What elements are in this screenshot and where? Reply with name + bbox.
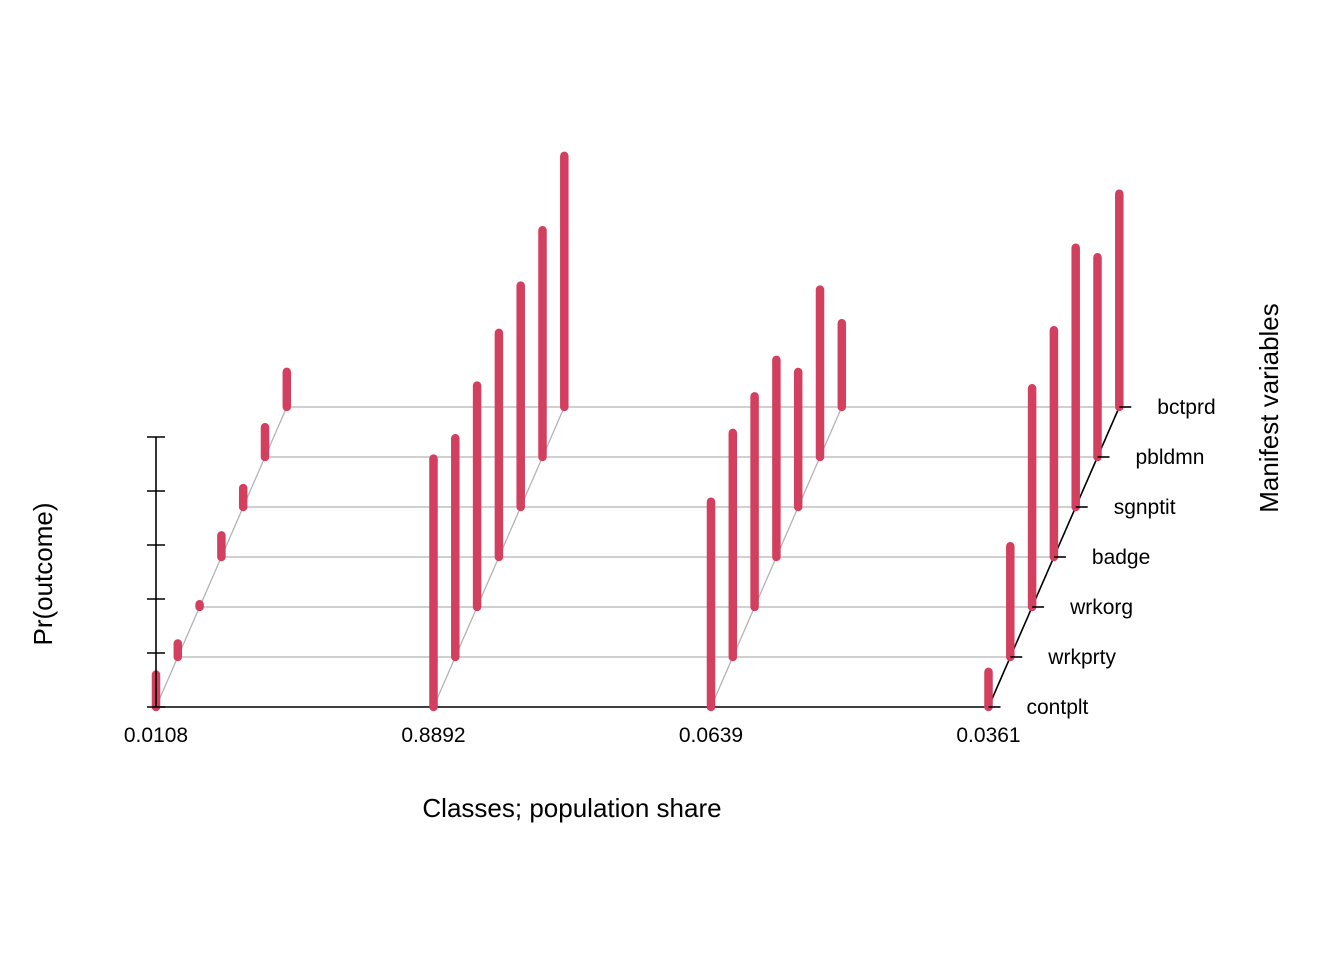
variable-label-wrkorg: wrkorg — [1069, 596, 1133, 619]
bars-layer — [151, 151, 1124, 712]
z-axis-title: Manifest variables — [1254, 303, 1284, 513]
grid-layer — [155, 406, 1121, 708]
variable-label-sgnptit: sgnptit — [1114, 496, 1176, 519]
variable-label-badge: badge — [1092, 546, 1150, 569]
variable-label-wrkprty: wrkprty — [1047, 646, 1116, 669]
class-tick-label: 0.0108 — [124, 724, 188, 747]
class-tick-label: 0.0361 — [956, 724, 1020, 747]
class-tick-label: 0.8892 — [401, 724, 465, 747]
variable-label-pbldmn: pbldmn — [1136, 446, 1205, 469]
variable-label-contplt: contplt — [1027, 696, 1089, 719]
variable-label-bctprd: bctprd — [1157, 396, 1215, 419]
x-axis-title: Classes; population share — [422, 793, 721, 823]
axis-layer: 0.0108 0.8892 0.0639 0.0361 contplt wrkprty wr… — [124, 396, 1216, 747]
y-axis-title: Pr(outcome) — [28, 502, 58, 645]
class-tick-label: 0.0639 — [679, 724, 743, 747]
